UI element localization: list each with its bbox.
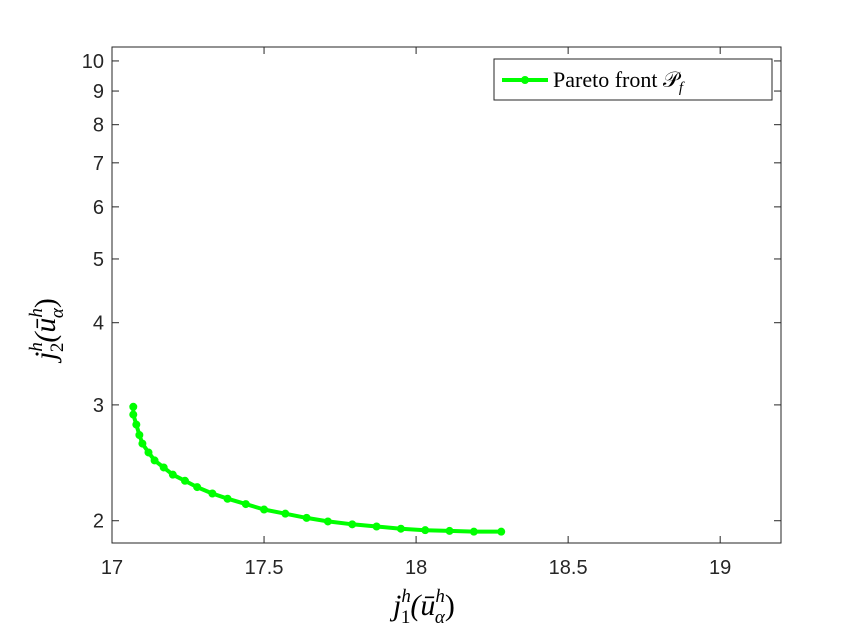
legend-marker-sample [521,76,529,84]
data-point [260,505,269,514]
data-point [421,526,430,535]
y-tick-label: 4 [93,313,104,335]
data-point [132,420,141,429]
y-tick-label: 10 [82,51,104,73]
y-axis-label: jh2(ūhα) [26,298,68,364]
data-point [445,526,454,535]
data-point [469,527,478,536]
data-point [144,448,153,457]
y-tick-label: 8 [93,115,104,137]
data-point [168,470,177,479]
x-tick-label: 17 [101,557,123,579]
data-point [180,476,189,485]
y-tick-label: 3 [93,395,104,417]
data-point [138,439,147,448]
data-point [348,520,357,529]
data-point [302,513,311,522]
x-axis-label: jh 1(ūh α) [389,586,455,628]
data-point [396,524,405,533]
data-point [208,489,217,498]
x-tick-label: 18.5 [549,557,588,579]
data-point [129,410,138,419]
data-point [241,500,250,509]
x-tick-label: 17.5 [245,557,284,579]
legend: Pareto front 𝒫f [493,58,773,101]
y-tick-label: 2 [93,511,104,533]
data-point [281,509,290,518]
x-tick-label: 18 [405,557,427,579]
y-tick-label: 7 [93,153,104,175]
data-point [150,456,159,465]
data-point [223,494,232,503]
data-point [135,430,144,439]
series-pareto-front [129,402,506,536]
y-tick-label: 5 [93,249,104,271]
data-point [159,463,168,472]
data-point [497,527,506,536]
y-tick-label: 6 [93,197,104,219]
data-point [129,402,138,411]
data-point [323,517,332,526]
x-tick-label: 19 [709,557,731,579]
data-point [193,483,202,492]
legend-label: Pareto front 𝒫f [553,67,685,96]
axes-ticks: 17 17.5 18 18.5 19 2 3 4 5 6 7 8 9 10 [82,47,781,579]
plot-frame [111,46,782,544]
data-point [372,522,381,531]
y-tick-label: 9 [93,81,104,103]
plot-area [111,46,782,544]
